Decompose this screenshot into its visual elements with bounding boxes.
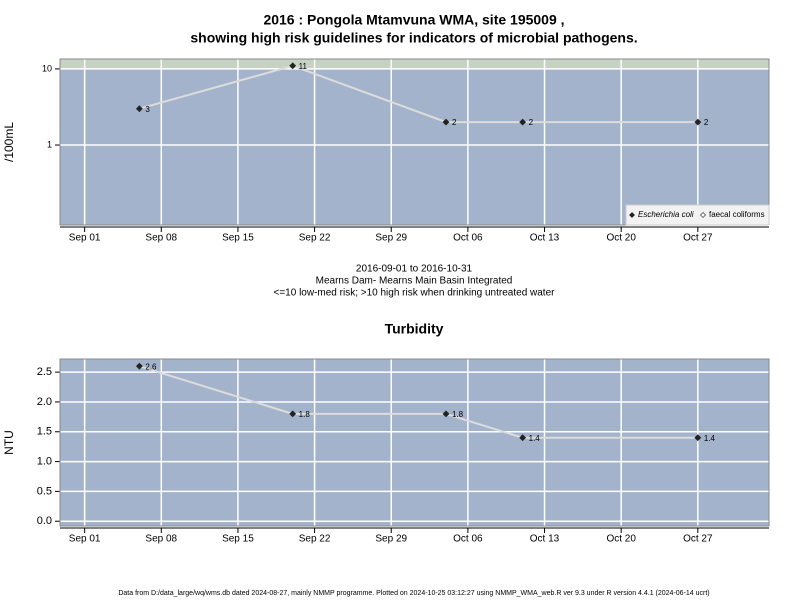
point xyxy=(519,118,527,126)
x-tick-label: Oct 13 xyxy=(530,233,560,244)
y-tick-label: 2.5 xyxy=(37,366,52,378)
high-risk-band xyxy=(60,59,769,69)
data-label: 1.8 xyxy=(452,410,464,419)
point xyxy=(289,410,297,418)
data-label: 2 xyxy=(529,118,534,127)
data-label: 2.6 xyxy=(145,362,157,371)
y-tick-label: 2.0 xyxy=(37,396,52,408)
chart-subtitle: showing high risk guidelines for indicat… xyxy=(190,30,637,46)
x-tick-label: Sep 22 xyxy=(299,233,331,244)
footer: Data from D:/data_large/wq/wms.db dated … xyxy=(118,590,709,597)
data-label: 2 xyxy=(704,118,709,127)
x-tick-label: Sep 15 xyxy=(222,534,254,545)
point xyxy=(289,62,297,70)
x-tick-label: Oct 13 xyxy=(530,534,560,545)
y-tick-label: 1 xyxy=(47,139,52,149)
data-label: 1.4 xyxy=(529,434,541,443)
y-tick-label: 0.0 xyxy=(37,515,52,527)
x-tick-label: Sep 15 xyxy=(222,233,254,244)
x-tick-label: Sep 01 xyxy=(69,534,101,545)
x-tick-label: Sep 01 xyxy=(69,233,101,244)
x-tick-label: Sep 22 xyxy=(299,534,331,545)
chart-title: Turbidity xyxy=(385,321,444,337)
legend-label: faecal coliforms xyxy=(709,210,765,219)
y-tick-label: 1.0 xyxy=(37,455,52,467)
data-label: 11 xyxy=(299,62,308,71)
plot-border xyxy=(59,358,770,527)
point xyxy=(694,434,702,442)
point xyxy=(442,118,450,126)
data-label: 1.8 xyxy=(299,410,311,419)
note: 2016-09-01 to 2016-10-31 xyxy=(356,264,473,275)
x-tick-label: Oct 20 xyxy=(606,233,636,244)
point xyxy=(135,362,143,370)
x-tick-label: Oct 20 xyxy=(606,534,636,545)
y-tick-label: 10 xyxy=(42,63,52,73)
x-tick-label: Oct 06 xyxy=(453,534,483,545)
chart-title: 2016 : Pongola Mtamvuna WMA, site 195009… xyxy=(263,12,564,28)
y-axis-label: NTU xyxy=(2,430,16,455)
x-tick-label: Sep 08 xyxy=(145,233,177,244)
plot-border xyxy=(59,58,770,226)
x-tick-label: Oct 27 xyxy=(683,233,713,244)
note: <=10 low-med risk; >10 high risk when dr… xyxy=(274,288,556,299)
x-tick-label: Oct 27 xyxy=(683,534,713,545)
x-tick-label: Sep 29 xyxy=(375,233,407,244)
x-tick-label: Sep 29 xyxy=(375,534,407,545)
legend-label: Escherichia coli xyxy=(638,210,694,219)
data-label: 1.4 xyxy=(704,434,716,443)
data-label: 3 xyxy=(145,105,150,114)
plot-background xyxy=(60,59,769,225)
note: Mearns Dam- Mearns Main Basin Integrated xyxy=(316,276,513,287)
point xyxy=(694,118,702,126)
y-tick-label: 1.5 xyxy=(37,426,52,438)
y-tick-label: 0.5 xyxy=(37,485,52,497)
legend-marker xyxy=(700,212,706,218)
point xyxy=(519,434,527,442)
data-label: 2 xyxy=(452,118,457,127)
legend-marker xyxy=(629,212,635,218)
x-tick-label: Sep 08 xyxy=(145,534,177,545)
point xyxy=(135,105,143,113)
legend-box xyxy=(625,204,770,226)
plot-background xyxy=(60,359,769,526)
x-tick-label: Oct 06 xyxy=(453,233,483,244)
y-axis-label: /100mL xyxy=(2,122,16,162)
point xyxy=(442,410,450,418)
